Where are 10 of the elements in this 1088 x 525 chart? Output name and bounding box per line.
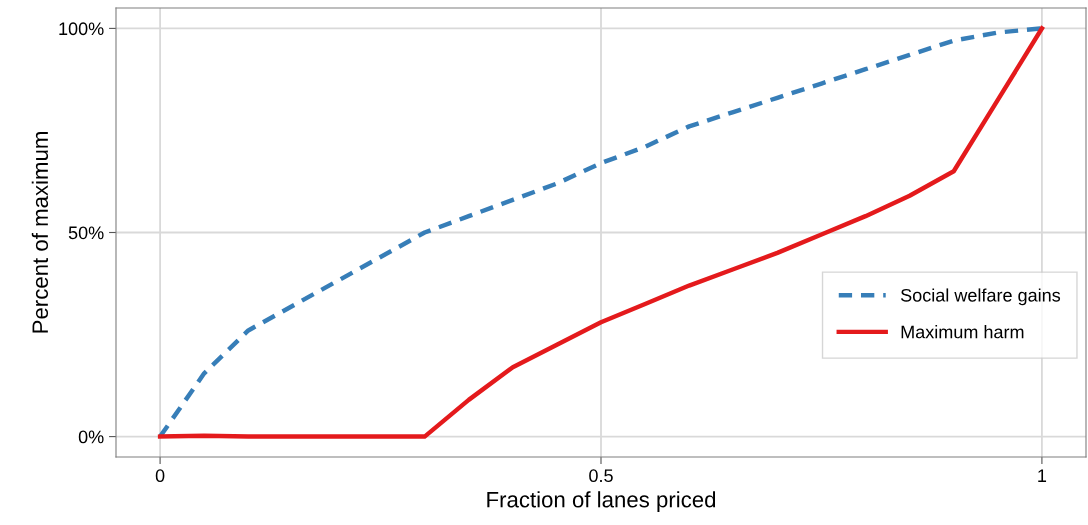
y-tick-label: 0% bbox=[78, 430, 104, 444]
x-tick-label: 0 bbox=[155, 469, 165, 483]
x-axis-title: Fraction of lanes priced bbox=[487, 491, 716, 512]
x-tick-label: 0.5 bbox=[589, 469, 613, 483]
legend-label: Maximum harm bbox=[901, 325, 1024, 339]
y-axis-title: Percent of maximum bbox=[31, 132, 49, 333]
x-tick-label: 1 bbox=[1038, 469, 1047, 482]
legend-label: Social welfare gains bbox=[900, 288, 1061, 306]
y-tick-label: 50% bbox=[68, 226, 104, 240]
y-tick-label: 100% bbox=[59, 22, 104, 36]
